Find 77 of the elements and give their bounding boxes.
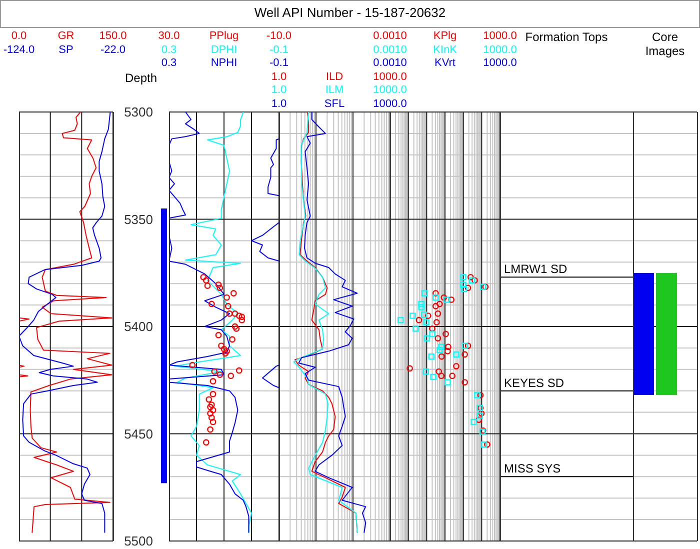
point bbox=[202, 277, 210, 284]
series-label: SFL bbox=[324, 98, 345, 110]
point bbox=[200, 274, 207, 280]
x2-tick-label: -22.0 bbox=[100, 44, 126, 56]
point bbox=[216, 372, 224, 378]
text: ILD bbox=[326, 70, 344, 84]
point bbox=[232, 323, 238, 330]
text: KPlg bbox=[433, 30, 457, 43]
point bbox=[202, 439, 210, 446]
x2-tick-label: -124.0 bbox=[3, 44, 35, 56]
point bbox=[216, 284, 224, 292]
point bbox=[229, 336, 236, 343]
x-tick-label: -10.0 bbox=[266, 30, 292, 43]
point bbox=[232, 310, 238, 317]
text: 1000.0 bbox=[373, 98, 407, 110]
text: ILM bbox=[325, 84, 344, 97]
point bbox=[238, 314, 246, 320]
point bbox=[210, 418, 216, 426]
text: 1.0 bbox=[271, 98, 287, 110]
point bbox=[224, 348, 230, 354]
point bbox=[208, 300, 215, 308]
y-tick-label: 5350 bbox=[124, 212, 153, 227]
point bbox=[211, 368, 218, 375]
point bbox=[224, 294, 230, 301]
x-tick-label: 30.0 bbox=[158, 30, 180, 43]
point bbox=[207, 404, 214, 410]
text: PPlug bbox=[209, 30, 239, 43]
x2-tick-label: -0.1 bbox=[270, 44, 288, 56]
x-tick-label: 150.0 bbox=[99, 30, 127, 43]
point bbox=[236, 367, 242, 374]
x-tick-label: 0.0 bbox=[11, 30, 27, 43]
point bbox=[215, 281, 222, 288]
text: 1.0 bbox=[271, 84, 287, 96]
point bbox=[230, 290, 237, 296]
text: 0.0010 bbox=[373, 44, 407, 56]
y-tick-label: 5300 bbox=[124, 104, 153, 120]
text: 1000.0 bbox=[373, 84, 407, 96]
ref-line-label: LMRW1 SD bbox=[504, 262, 568, 276]
point bbox=[189, 362, 196, 368]
point bbox=[208, 402, 215, 408]
text: DPHI bbox=[210, 44, 238, 56]
point bbox=[226, 310, 233, 317]
text: GR bbox=[58, 30, 74, 43]
y-tick-label: 5500 bbox=[124, 534, 153, 549]
point bbox=[222, 350, 229, 357]
text: 0.3 bbox=[161, 57, 177, 69]
text: 1000.0 bbox=[483, 44, 517, 56]
point bbox=[210, 390, 216, 398]
point bbox=[215, 332, 222, 338]
x2-tick-label: 0.3 bbox=[161, 44, 177, 56]
point bbox=[220, 346, 228, 352]
legend-label: KVrt bbox=[434, 57, 456, 70]
point bbox=[207, 410, 214, 417]
point bbox=[233, 325, 240, 332]
point bbox=[228, 372, 234, 380]
point bbox=[236, 312, 242, 319]
text: SP bbox=[58, 44, 74, 56]
y-tick-label: 5450 bbox=[124, 426, 153, 442]
text: -0.1 bbox=[270, 57, 288, 69]
point bbox=[208, 414, 215, 421]
text: KInK bbox=[433, 44, 457, 56]
x-tick-label: Core Images bbox=[644, 30, 686, 58]
point bbox=[204, 282, 211, 289]
y-tick-label: 5400 bbox=[124, 319, 153, 334]
point bbox=[218, 342, 224, 350]
text: NPHI bbox=[210, 57, 238, 70]
point bbox=[206, 396, 212, 403]
ref-line-label: MISS SYS bbox=[504, 462, 561, 476]
x-tick-label: Formation Tops bbox=[525, 30, 608, 44]
point bbox=[224, 302, 232, 310]
point bbox=[210, 406, 216, 414]
point bbox=[207, 426, 214, 433]
point bbox=[238, 316, 246, 324]
text: Well API Number - 15-187-20632 bbox=[253, 5, 447, 20]
ref-line-label: KEYES SD bbox=[504, 376, 564, 390]
chart-title: Depth bbox=[124, 70, 158, 84]
point bbox=[210, 378, 216, 384]
